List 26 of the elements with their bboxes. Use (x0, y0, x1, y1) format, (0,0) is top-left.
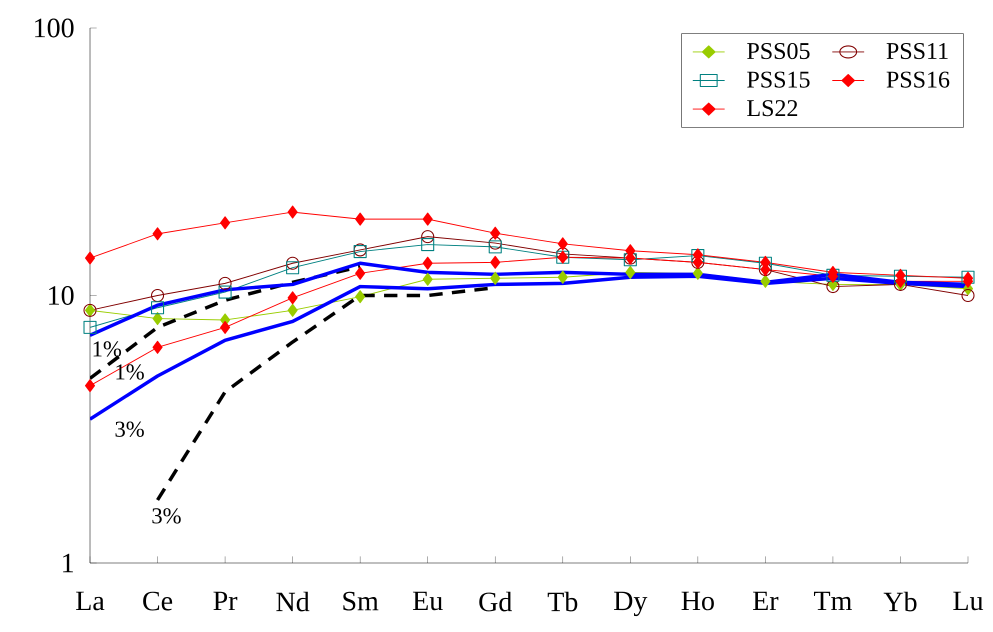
x-tick-label: Eu (412, 592, 443, 610)
annotation: 3% (116, 422, 144, 437)
x-tick-label: Ho (682, 592, 714, 610)
y-tick-label: 1 (63, 554, 73, 572)
legend-label: LS22 (747, 100, 798, 116)
legend-label: PSS15 (747, 72, 810, 88)
x-tick-label: Ce (143, 592, 172, 611)
x-tick-label: Lu (953, 592, 984, 610)
legend-label: PSS16 (886, 72, 950, 88)
y-tick-label: 10 (49, 286, 74, 305)
annotation: 1% (94, 341, 122, 357)
x-tick-label: Gd (479, 592, 512, 612)
legend-label: PSS05 (747, 42, 810, 60)
x-tick-label: Tb (548, 592, 578, 612)
x-tick-label: La (76, 592, 104, 610)
x-tick-label: Sm (343, 592, 378, 611)
legend-label: PSS11 (886, 42, 948, 60)
x-tick-label: Er (752, 592, 778, 610)
y-tick-label: 100 (35, 18, 74, 38)
x-tick-label: Nd (276, 592, 310, 612)
x-tick-label: Pr (213, 592, 238, 610)
x-tick-label: Tm (814, 592, 852, 610)
x-tick-label: Yb (884, 592, 917, 612)
annotation: 1% (116, 364, 144, 380)
annotation: 3% (152, 508, 181, 524)
x-tick-label: Dy (614, 592, 648, 616)
